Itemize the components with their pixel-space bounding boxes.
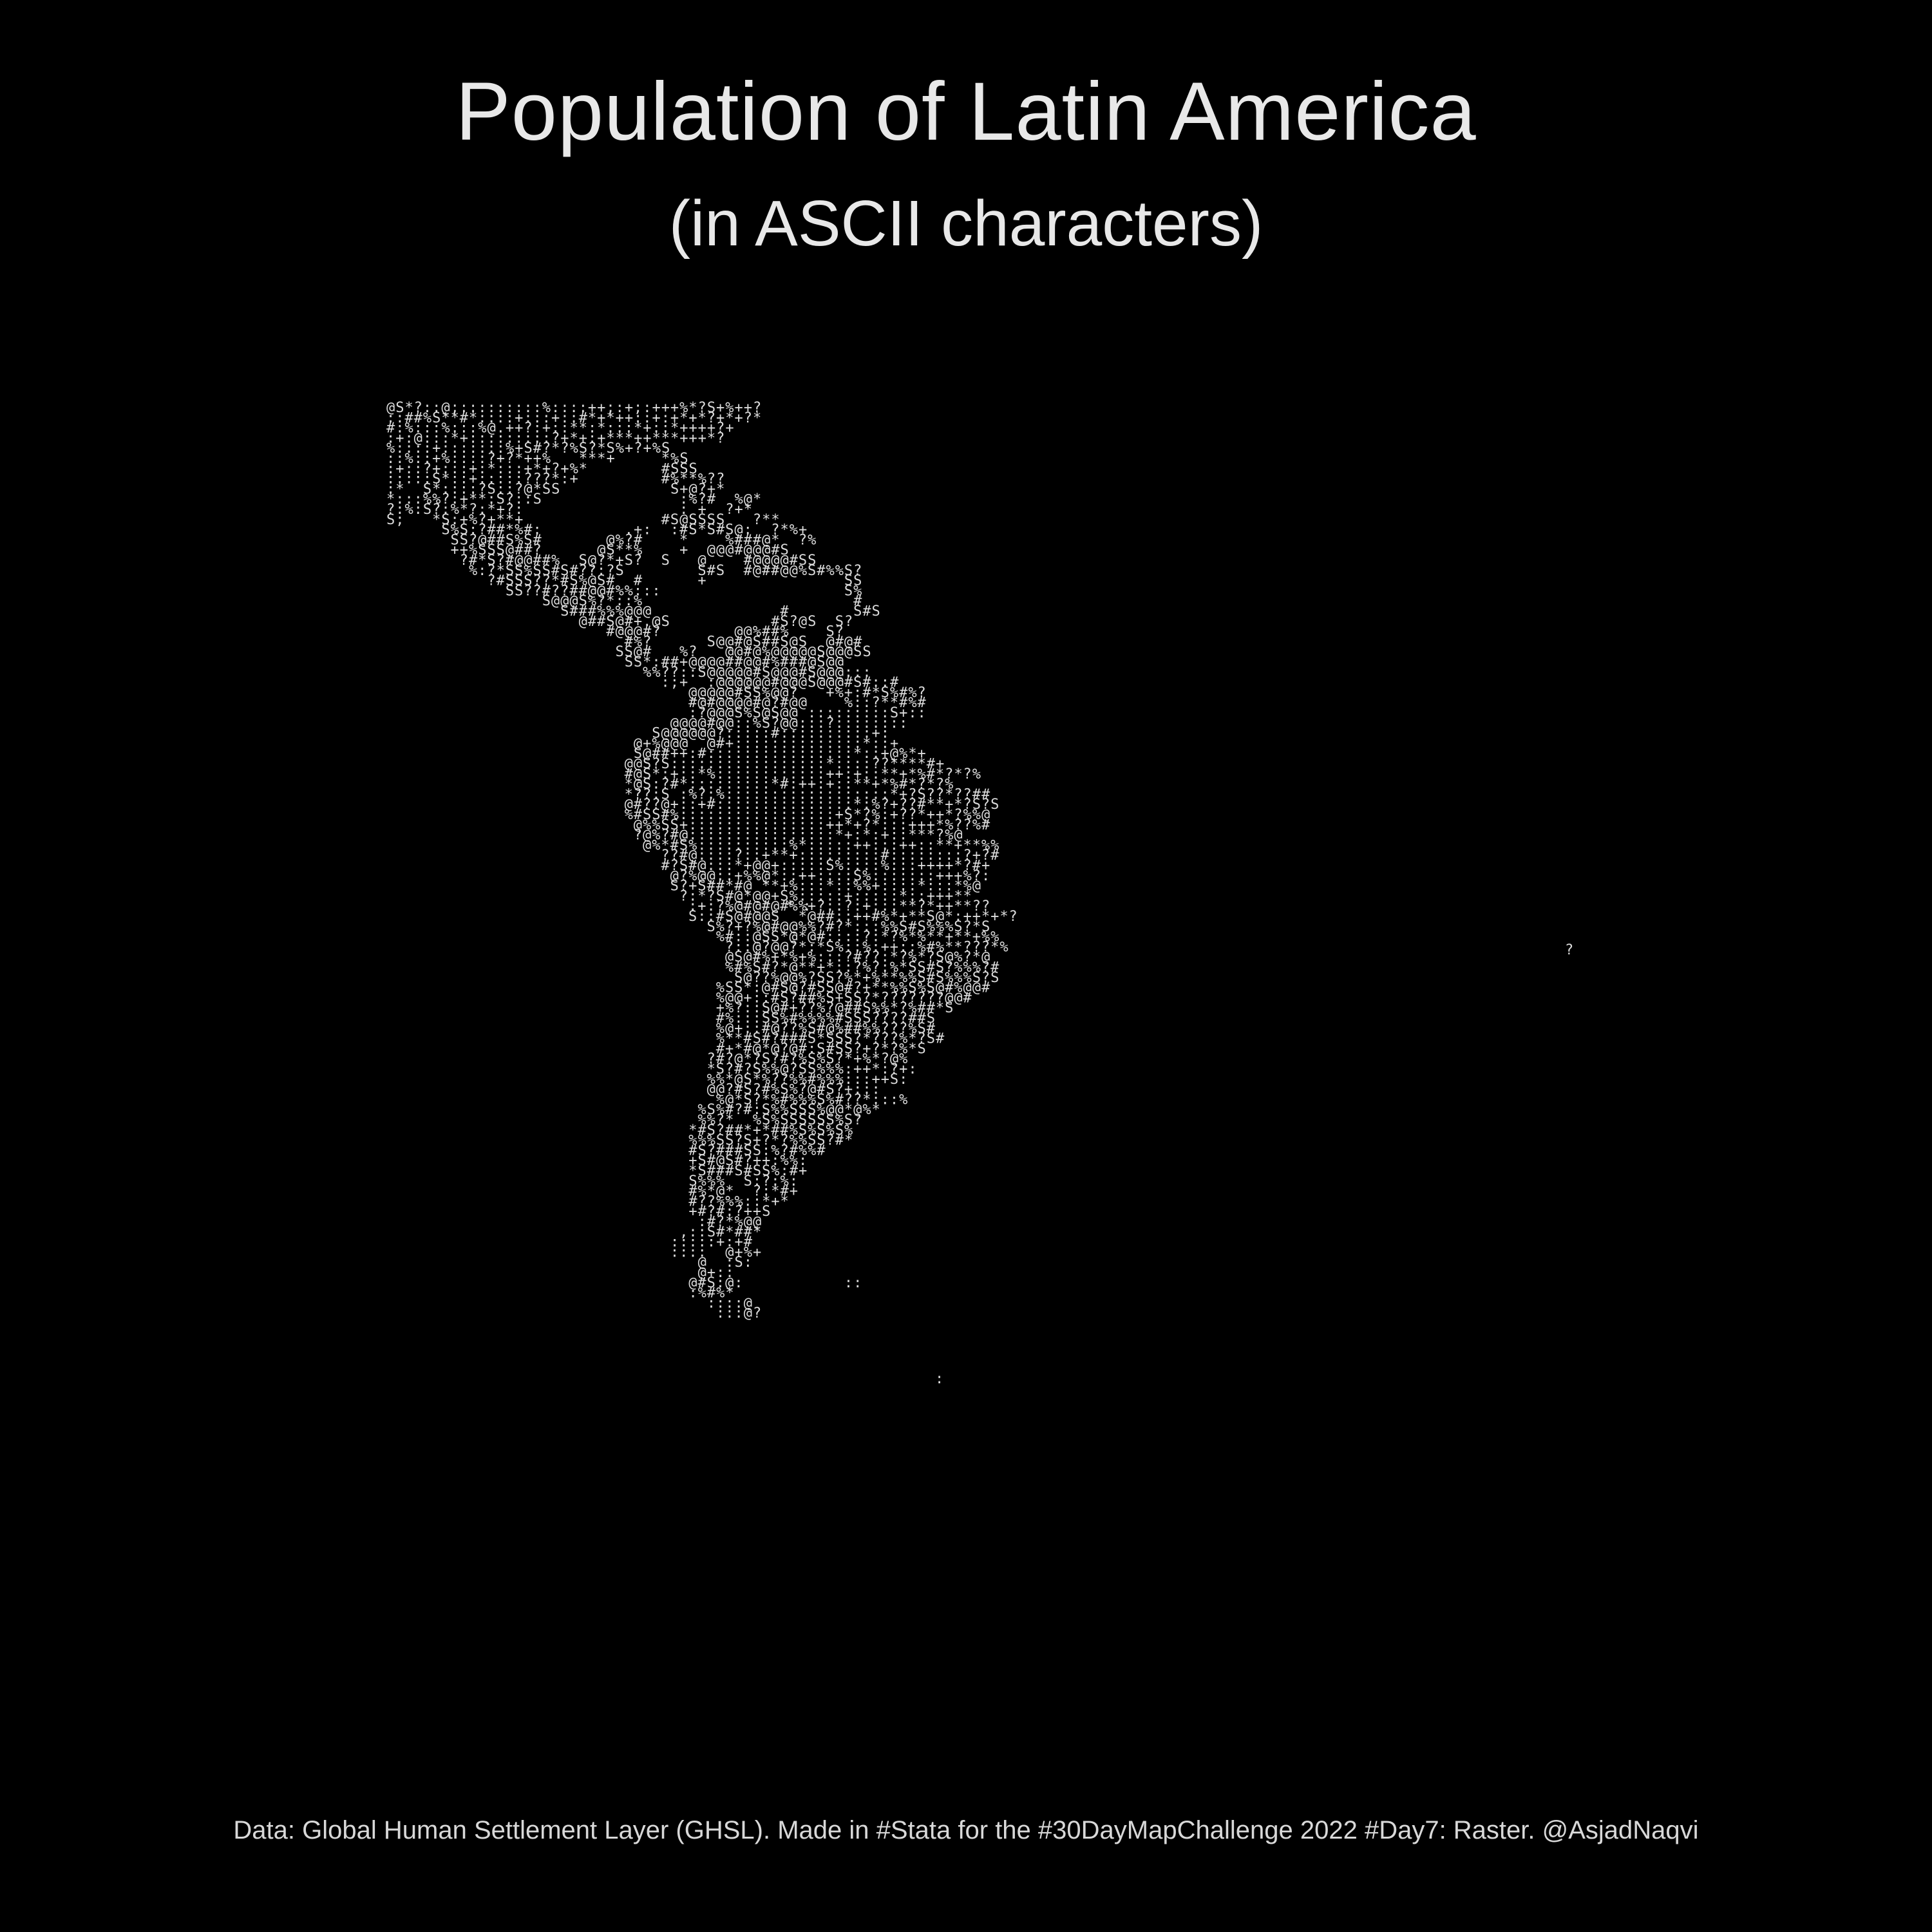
ascii-row: ?::@?@@?*:*S%::%:++::%#%**???*% xyxy=(386,939,1009,955)
ascii-row: :#?*%@@ xyxy=(386,1214,761,1230)
ascii-row: @##S@#+.@S #S?@S S? xyxy=(386,614,853,630)
ascii-row: %%%SS?S+?*?%%SS?#* xyxy=(386,1133,853,1149)
ascii-row: %S%#?#:S%%SSS%@@*@%* xyxy=(386,1102,880,1118)
ascii-row: #??%%%::*+* xyxy=(386,1193,789,1209)
ascii-row: :+::?+:::+:*:::+*+?+%* #SSS xyxy=(386,461,697,477)
ascii-row: *@S:?#*:::::::::*#:++:+::**+*%#*?*?% xyxy=(386,777,953,793)
ascii-row: %#%S#?*@**+*::?%?:%*SS#S?%%%?# xyxy=(386,960,999,976)
ascii-row: %#::@SS*@*@#::::?:*?%*%**+**+%% xyxy=(386,929,999,945)
ascii-row: #%? S@@#@S##S@S @#@# xyxy=(386,634,862,650)
ascii-row: #%:::SS%#%%%%#SSS????##S xyxy=(386,1010,935,1027)
ascii-row: S%%% S:?:%: xyxy=(386,1173,798,1189)
ascii-row: ,::S#*##* xyxy=(386,1224,761,1240)
ascii-row: %@+::#@??%S#@%##%%???%S# xyxy=(386,1021,936,1037)
ascii-row: S@##++:#::::::::::::::::*::+@%*+ xyxy=(386,746,926,762)
ascii-row: @%*#S%::::::::::%*:::::++:::++::**+**%% xyxy=(386,837,999,853)
ascii-row: #?S#@:::*+@@+:::::S%::::%:::++++*?#+ xyxy=(386,858,990,874)
ascii-row: @@@@#@@::%S?@@:::?:::::::: xyxy=(386,715,907,732)
ascii-row: ++%SSS@##? @S**% + @@@#@@@#S xyxy=(386,542,789,558)
ascii-row: @#S:@: :: xyxy=(386,1275,862,1291)
ascii-row: S; *S:+%?+**+ #S@SSSS ?** xyxy=(386,512,780,528)
ascii-island-pacific: : xyxy=(935,1371,943,1387)
ascii-row: %::::+:::::::%+S#?*?%S?*S%+?+%S xyxy=(386,440,670,457)
ascii-row: SS?@##S%S# @%?# * %###@* ?% xyxy=(386,532,816,548)
ascii-row: :%#%* xyxy=(386,1285,734,1302)
ascii-row: :?@@@S%S@S@@ :::::::::S+:: xyxy=(386,705,926,721)
ascii-row: ?:*?S#@*@@+S%:::::+:::::*::+++** xyxy=(386,888,972,904)
ascii-row: @%%SS+:::::::::::::::++*+?*:::+++*%??%# xyxy=(386,817,990,833)
ascii-row: #+*#@*@?@#:S#SS?+?*?%*S xyxy=(386,1041,926,1057)
ascii-row: %#SS#%:::::::::::::::::+S*?%:+??*++*?%%@ xyxy=(386,807,990,823)
ascii-row: ?:%:S?:%*?:*+?: : + ?+* xyxy=(386,502,752,518)
ascii-rows: @S*?::@;:::::::::%::::++;:+;:+++%*?S+%++… xyxy=(386,400,1018,1321)
ascii-row: :::: @+%+ xyxy=(386,1244,761,1260)
ascii-row: ::##%S**#*::::+:::+::#*+*++::+:+*+*?+*+?… xyxy=(386,410,761,426)
map-title: Population of Latin America xyxy=(455,66,1477,158)
ascii-row: #@S*:+::*%::::::::::::++:+::**+*%#*?*?% xyxy=(386,766,981,782)
ascii-row: :+:@:::*+:::::::::?+*+:+***++***+++*? xyxy=(386,430,724,446)
ascii-row: ?#*S?#@@##% S@?*+S? S @ #@@@@#SS xyxy=(386,553,816,569)
ascii-row: #@@@#? @@%##% S? xyxy=(386,624,844,640)
ascii-row: @#??@+::+#:::::::::::::::*:%?+??#**+*?S?… xyxy=(386,797,999,813)
ascii-row: S@@@@@@?:::::#::::::::::+: xyxy=(386,726,889,742)
ascii-row: :::::S*::+:::::???*:+ #%**%?? xyxy=(386,471,724,488)
ascii-row: SS*:##+@@@@##@@#%###@S@@ xyxy=(386,654,844,670)
ascii-row: :::::+:+# xyxy=(386,1235,753,1251)
ascii-row: ::%::+%::::?+?*++% ***+ *%S xyxy=(386,451,688,467)
ascii-row: SS??#??##@@#%%::: S% xyxy=(386,583,862,599)
ascii-row: %@@+::#S?##%S+SS?*???????@@# xyxy=(386,990,972,1006)
ascii-row: S@??%@@%?SS?%*+%**%%S#S%%%S?S xyxy=(386,970,999,986)
ascii-row: *#S?##*+*##%S%S%S% xyxy=(386,1122,853,1139)
ascii-row: #@#@@@@#@?#@@ %::?**#%# xyxy=(386,695,927,711)
ascii-row: S###%%%@@@ # S#S xyxy=(386,603,880,620)
ascii-row: %%*@S*%??%%#%%%:::++S: xyxy=(386,1072,907,1088)
ascii-row: +%?::S@#+??%?@##S%%*?%##*S xyxy=(386,1000,953,1016)
ascii-row: @@@@@#SS%@@? +%+:#*S%#%? xyxy=(386,685,926,701)
ascii-row: @S@#%+*%+%:::?#??:*?%*?S@%?*@ xyxy=(386,949,990,965)
map-subtitle: (in ASCII characters) xyxy=(668,187,1264,260)
ascii-row: :;+ :@@@@@@#@@@S@@@#S#::# xyxy=(386,675,899,691)
ascii-row: :::@? xyxy=(386,1305,761,1321)
ascii-row: *:::%%?:+**:S?::S :%?# %@* xyxy=(386,491,761,507)
ascii-row: +#?#:?++S xyxy=(386,1204,770,1220)
ascii-island-galapagos: * : xyxy=(786,898,811,914)
ascii-point-east: ? xyxy=(1565,942,1573,958)
ascii-row: %%??::S@@@@@#S@@@#S@@@::: xyxy=(386,665,871,681)
ascii-row: S%S:?##*%#: .+: :#S*S#S@: ?*%+ xyxy=(386,522,807,538)
data-source-caption: Data: Global Human Settlement Layer (GHS… xyxy=(233,1816,1699,1844)
ascii-row: S::#S@#@@S *@##::++#%*+**S@*:++*+*? xyxy=(386,909,1018,925)
ascii-row: #S?###SS:%?#%%# xyxy=(386,1142,826,1159)
ascii-row: +S#@S#?++:%%: xyxy=(386,1153,807,1169)
ascii-row: @?%@@::+%%@*::++::::S%:::::::+++%?: xyxy=(386,868,990,884)
ascii-row: ??#@::::?::+**+:::::::::#::::::::?+?# xyxy=(386,848,999,864)
ascii-row: :* S*::::?S::?@*SS S+@?+* xyxy=(386,481,724,497)
ascii-row: %@*S?*%#%%%S%#??*:::% xyxy=(386,1092,907,1108)
ascii-row: S?+S##*#@ **+%:::*::%%+::::*:::*%@ xyxy=(386,878,981,895)
ascii-row: SS@# %? @@#@%@@@@@S@@@SS xyxy=(386,644,871,660)
ascii-row: @S*?::@;:::::::::%::::++;:+;:+++%*?S+%++… xyxy=(386,400,761,416)
ascii-row: S@@@S%?*::% # xyxy=(386,593,862,609)
ascii-row: @@?#S?#%S%?@#S?+::: xyxy=(386,1082,880,1098)
ascii-row: ::::@ xyxy=(386,1295,752,1311)
ascii-row: ?#?@*?S?#?%S%S?*+%*?@% xyxy=(386,1051,907,1067)
ascii-row: S%?+?%@#@@%%?#?*:::%%S#S%%%S?*S xyxy=(386,919,990,935)
ascii-row: ?#SSS??*#S%@S# # + SS xyxy=(386,573,862,589)
ascii-row: %%?* %S%SSSSSS%S? xyxy=(386,1112,862,1128)
ascii-row: @+:: xyxy=(386,1265,734,1281)
ascii-row: #:%:::%:::%@.++?:+::**:*:::*+::*++++?+ xyxy=(386,421,734,437)
ascii-row: @@S?S:::::::::::::::::*::::??****#+ xyxy=(386,756,944,772)
ascii-row: @ :S: xyxy=(386,1255,752,1271)
ascii-row: @+%@@@ @#+::::::::::::::*::+ xyxy=(386,735,898,752)
ascii-row: :+:?%@#@#@#%%+?::?:+:::**?*++**?? xyxy=(386,898,990,914)
ascii-row: #%*@* ?:*#+ xyxy=(386,1184,798,1200)
ascii-row: %:?*SS%SS#S#??:?S S#S #@##@@%S#%%S? xyxy=(386,563,862,579)
ascii-row: ?@%?#@::::::::::::::::*+:*:+::***?%@ xyxy=(386,828,963,844)
ascii-row: *S?#?S%%@?SS%%%:++*:?+: xyxy=(386,1061,917,1077)
ascii-row: %**#S#?###S*SSS?*???%*?S# xyxy=(386,1031,945,1047)
ascii-row: *S###S#SS%:#+ xyxy=(386,1163,807,1179)
ascii-row: *??:S :%?:%::::::::::::::::::*+?S??*??## xyxy=(386,786,990,802)
ascii-row: %SS*:@#S@?#SS@#?+**%%S%S@#%@@# xyxy=(386,980,990,996)
